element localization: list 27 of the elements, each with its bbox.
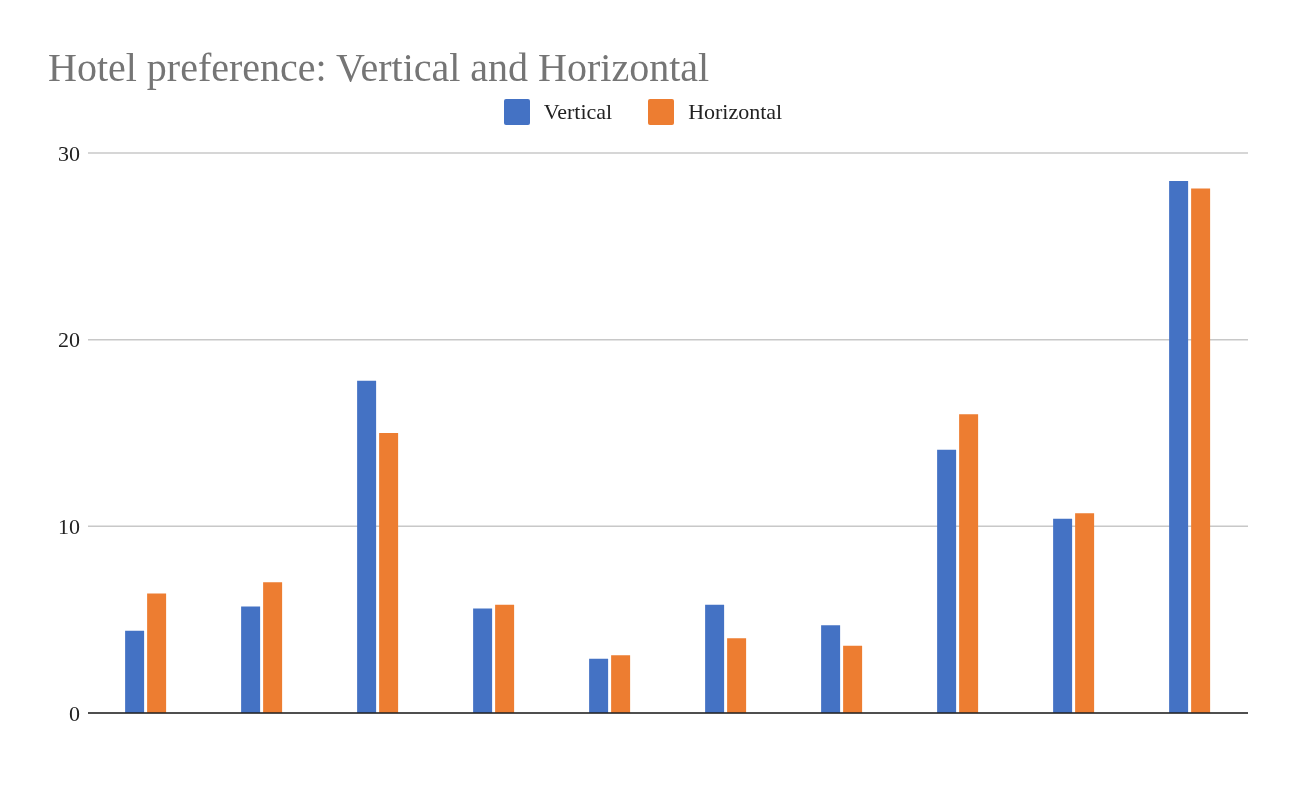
legend-label: Vertical [543,99,613,125]
bar [147,593,167,713]
y-tick-label: 10 [58,514,80,540]
bar [1053,518,1073,713]
bar [705,604,725,713]
bar [821,625,841,713]
bar [611,655,631,713]
legend-label: Horizontal [688,99,783,125]
chart-title: Hotel preference: Vertical and Horizontal [47,44,711,91]
bar [727,638,747,713]
bar [589,658,609,713]
bar [1191,188,1211,713]
y-tick-label: 0 [69,700,80,726]
bar [1169,181,1189,713]
y-tick-label: 30 [58,140,80,166]
bar [357,380,377,713]
bar [125,630,145,713]
bar [843,645,863,713]
y-tick-label: 20 [58,327,80,353]
bar [1075,513,1095,713]
bar [937,449,957,713]
bar [241,606,261,713]
bar [495,604,515,713]
bar [379,433,399,713]
bar [473,608,493,713]
bar [959,414,979,713]
bar [263,582,283,713]
